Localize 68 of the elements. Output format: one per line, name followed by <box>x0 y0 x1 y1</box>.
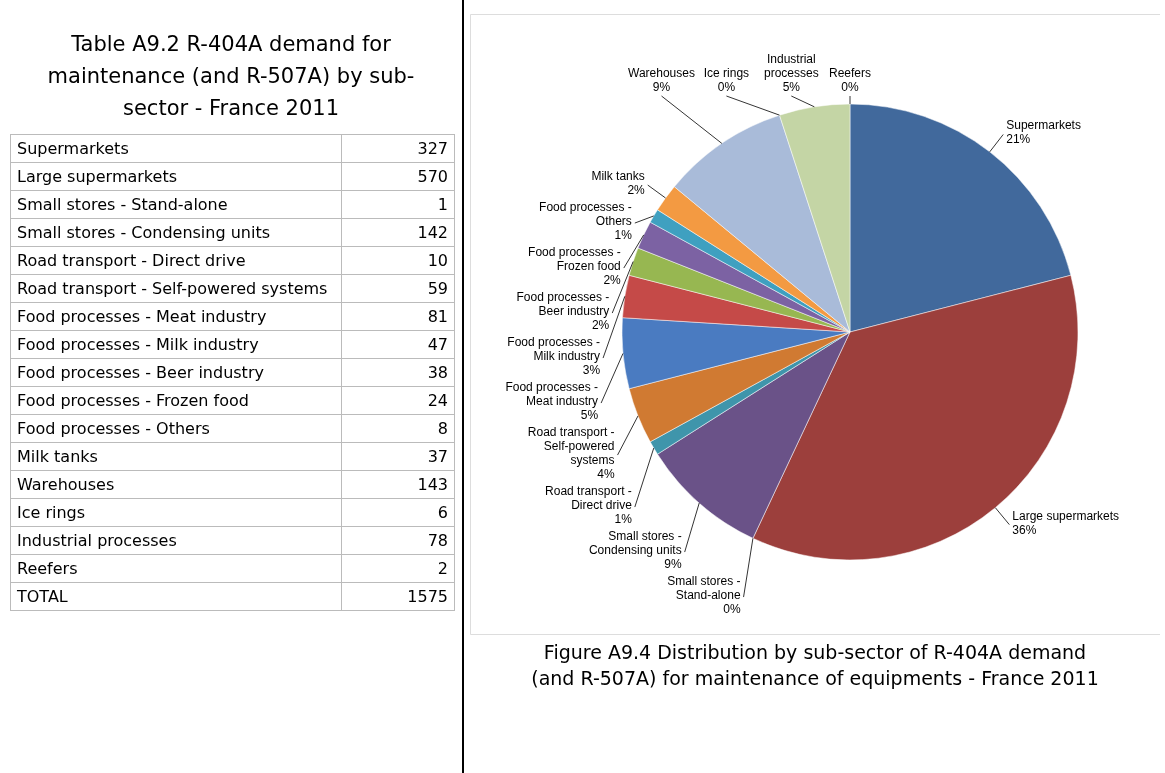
slice-label: Food processes - Others <box>539 200 632 229</box>
category-label: Milk tanks <box>10 442 342 471</box>
data-label: 6 <box>341 498 455 527</box>
category-label: Ice rings <box>703 66 750 80</box>
data-label: 1 <box>341 190 455 219</box>
slice-label: Warehouses <box>628 66 695 80</box>
category-label: Reefers <box>828 66 872 80</box>
slice-label: Road transport - Direct drive <box>545 484 633 513</box>
slice-label: Food processes - Meat industry <box>505 380 599 409</box>
data-label: 8 <box>341 414 455 443</box>
category-label: Food processes - Others <box>10 414 342 443</box>
slice-label: Supermarkets <box>1006 118 1081 133</box>
data-label: 142 <box>341 218 455 247</box>
slice-label: Industrial processes <box>763 52 819 80</box>
data-label: 2 <box>341 554 455 583</box>
data-label: 2% <box>591 318 610 333</box>
data-label: 1% <box>614 228 633 243</box>
data-label: 36% <box>1012 522 1037 537</box>
category-label: Food processes - Frozen food <box>10 386 342 415</box>
data-label: 1575 <box>341 582 455 611</box>
category-label: Small stores - Condensing units <box>10 218 342 247</box>
text: 0% <box>841 80 859 94</box>
data-label: 10 <box>341 246 455 275</box>
slice-label: Small stores - Condensing units <box>588 529 682 558</box>
category-label: Industrial processes <box>10 526 342 555</box>
slice-label: Food processes - Beer industry <box>516 290 610 319</box>
text: 0% <box>717 80 736 94</box>
data-label: 47 <box>341 330 455 359</box>
data-label: 9% <box>664 557 682 572</box>
slice-label: Food processes - Milk industry <box>507 335 601 364</box>
slice-label: Food processes - Frozen food <box>528 245 621 274</box>
data-label: 3% <box>582 363 601 378</box>
data-label: 78 <box>341 526 455 555</box>
slice-label: Large supermarkets <box>1012 508 1120 523</box>
data-label: 59 <box>341 274 455 303</box>
category-label: Warehouses <box>10 470 342 499</box>
data-label: 9% <box>652 80 671 94</box>
data-label: 327 <box>341 134 455 163</box>
data-label: 4% <box>597 467 615 482</box>
category-label: Food processes - Milk industry <box>10 330 342 359</box>
category-label: Road transport - Direct drive <box>10 246 342 275</box>
data-label: 143 <box>341 470 455 499</box>
category-label: Food processes - Meat industry <box>10 302 342 331</box>
category-label: Road transport - Self-powered systems <box>10 274 342 303</box>
category-label: Small stores - Stand-alone <box>10 190 342 219</box>
text: Table A9.2 R-404A demand for maintenance (and R-507A) by sub-sector - France 2011 <box>46 31 416 122</box>
data-label: 38 <box>341 358 455 387</box>
category-label: Small stores - Stand-alone <box>667 574 741 603</box>
category-label: Reefers <box>10 554 342 583</box>
text: 0% <box>723 602 741 617</box>
category-label: Food processes - Beer industry <box>10 358 342 387</box>
slice-label: Road transport - Self-powered systems <box>527 425 615 468</box>
data-label: 2% <box>603 273 622 288</box>
data-label: 37 <box>341 442 455 471</box>
category-label: TOTAL <box>10 582 342 611</box>
text: Figure A9.4 Distribution by sub-sector of R-404A demand (and R-507A) for maintenance of equipments - France 2011 <box>531 641 1099 689</box>
slice-label: Milk tanks <box>591 169 645 184</box>
category-label: Large supermarkets <box>10 162 342 191</box>
category-label: Supermarkets <box>10 134 342 163</box>
data-label: 1% <box>614 512 633 527</box>
category-label: Ice rings <box>10 498 342 527</box>
data-label: 5% <box>782 80 801 94</box>
data-label: 2% <box>627 183 646 198</box>
data-label: 24 <box>341 386 455 415</box>
data-label: 570 <box>341 162 455 191</box>
data-label: 81 <box>341 302 455 331</box>
data-label: 21% <box>1006 132 1031 147</box>
data-label: 5% <box>580 408 599 423</box>
